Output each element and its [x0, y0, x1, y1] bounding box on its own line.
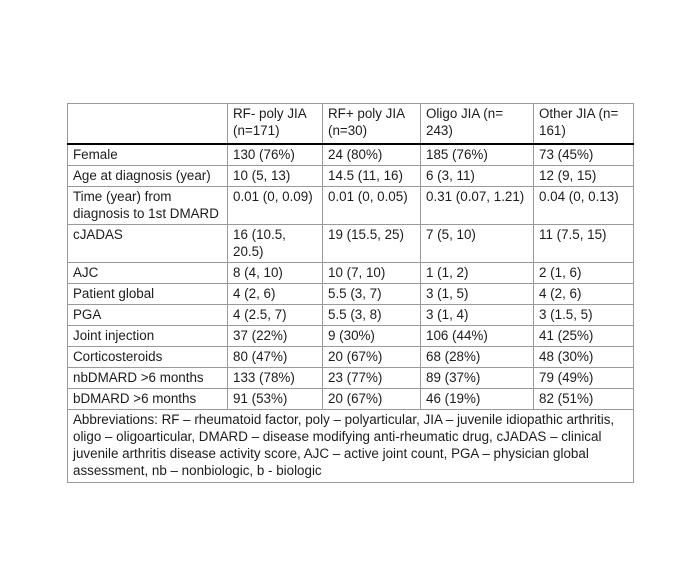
- cell-value: 1 (1, 2): [420, 262, 534, 284]
- table-row-corticosteroids: Corticosteroids 80 (47%) 20 (67%) 68 (28…: [67, 346, 634, 368]
- cell-value: 91 (53%): [227, 388, 323, 410]
- row-label: PGA: [67, 304, 228, 326]
- col-header-rf-pos-poly-jia: RF+ poly JIA (n=30): [322, 103, 421, 145]
- cell-value: 185 (76%): [420, 143, 534, 166]
- row-label: Age at diagnosis (year): [67, 165, 228, 187]
- row-label: Patient global: [67, 283, 228, 305]
- cell-value: 2 (1, 6): [533, 262, 634, 284]
- cell-value: 4 (2.5, 7): [227, 304, 323, 326]
- cell-value: 9 (30%): [322, 325, 421, 347]
- row-label: Joint injection: [67, 325, 228, 347]
- cell-value: 20 (67%): [322, 346, 421, 368]
- table-row-nbdmard: nbDMARD >6 months 133 (78%) 23 (77%) 89 …: [67, 367, 634, 389]
- cell-value: 0.04 (0, 0.13): [533, 186, 634, 225]
- row-label: bDMARD >6 months: [67, 388, 228, 410]
- cell-value: 79 (49%): [533, 367, 634, 389]
- cell-value: 14.5 (11, 16): [322, 165, 421, 187]
- cell-value: 0.31 (0.07, 1.21): [420, 186, 534, 225]
- col-header-oligo-jia: Oligo JIA (n= 243): [420, 103, 534, 145]
- cell-value: 20 (67%): [322, 388, 421, 410]
- row-label: Time (year) from diagnosis to 1st DMARD: [67, 186, 228, 225]
- col-header-other-jia: Other JIA (n= 161): [533, 103, 634, 145]
- table-row-abbreviations: Abbreviations: RF – rheumatoid factor, p…: [67, 409, 634, 483]
- cell-value: 89 (37%): [420, 367, 534, 389]
- table-row-joint-injection: Joint injection 37 (22%) 9 (30%) 106 (44…: [67, 325, 634, 347]
- cell-value: 23 (77%): [322, 367, 421, 389]
- cell-value: 80 (47%): [227, 346, 323, 368]
- cell-value: 4 (2, 6): [227, 283, 323, 305]
- row-label: AJC: [67, 262, 228, 284]
- table-row-cjadas: cJADAS 16 (10.5, 20.5) 19 (15.5, 25) 7 (…: [67, 224, 634, 263]
- cell-value: 6 (3, 11): [420, 165, 534, 187]
- row-label: cJADAS: [67, 224, 228, 263]
- cell-value: 106 (44%): [420, 325, 534, 347]
- cell-value: 3 (1.5, 5): [533, 304, 634, 326]
- cell-value: 68 (28%): [420, 346, 534, 368]
- cell-value: 8 (4, 10): [227, 262, 323, 284]
- cell-value: 11 (7.5, 15): [533, 224, 634, 263]
- row-label: nbDMARD >6 months: [67, 367, 228, 389]
- table-row-time-to-first-dmard: Time (year) from diagnosis to 1st DMARD …: [67, 186, 634, 225]
- cell-value: 5.5 (3, 7): [322, 283, 421, 305]
- cell-value: 46 (19%): [420, 388, 534, 410]
- cell-value: 3 (1, 5): [420, 283, 534, 305]
- corner-cell: [67, 103, 228, 145]
- cell-value: 3 (1, 4): [420, 304, 534, 326]
- cell-value: 133 (78%): [227, 367, 323, 389]
- cell-value: 37 (22%): [227, 325, 323, 347]
- jia-baseline-characteristics-table: RF- poly JIA (n=171) RF+ poly JIA (n=30)…: [67, 103, 634, 483]
- cell-value: 0.01 (0, 0.05): [322, 186, 421, 225]
- cell-value: 10 (5, 13): [227, 165, 323, 187]
- header-row: RF- poly JIA (n=171) RF+ poly JIA (n=30)…: [67, 103, 634, 145]
- cell-value: 16 (10.5, 20.5): [227, 224, 323, 263]
- table-row-patient-global: Patient global 4 (2, 6) 5.5 (3, 7) 3 (1,…: [67, 283, 634, 305]
- cell-value: 130 (76%): [227, 143, 323, 166]
- cell-value: 7 (5, 10): [420, 224, 534, 263]
- cell-value: 12 (9, 15): [533, 165, 634, 187]
- cell-value: 10 (7, 10): [322, 262, 421, 284]
- table-row-ajc: AJC 8 (4, 10) 10 (7, 10) 1 (1, 2) 2 (1, …: [67, 262, 634, 284]
- cell-value: 19 (15.5, 25): [322, 224, 421, 263]
- col-header-rf-neg-poly-jia: RF- poly JIA (n=171): [227, 103, 323, 145]
- abbreviations-footnote: Abbreviations: RF – rheumatoid factor, p…: [67, 409, 634, 483]
- cell-value: 0.01 (0, 0.09): [227, 186, 323, 225]
- row-label: Female: [67, 143, 228, 166]
- row-label: Corticosteroids: [67, 346, 228, 368]
- cell-value: 48 (30%): [533, 346, 634, 368]
- table-row-female: Female 130 (76%) 24 (80%) 185 (76%) 73 (…: [67, 143, 634, 166]
- cell-value: 24 (80%): [322, 143, 421, 166]
- cell-value: 4 (2, 6): [533, 283, 634, 305]
- table-row-bdmard: bDMARD >6 months 91 (53%) 20 (67%) 46 (1…: [67, 388, 634, 410]
- cell-value: 5.5 (3, 8): [322, 304, 421, 326]
- cell-value: 82 (51%): [533, 388, 634, 410]
- table-row-pga: PGA 4 (2.5, 7) 5.5 (3, 8) 3 (1, 4) 3 (1.…: [67, 304, 634, 326]
- cell-value: 41 (25%): [533, 325, 634, 347]
- cell-value: 73 (45%): [533, 143, 634, 166]
- table-row-age-at-diagnosis: Age at diagnosis (year) 10 (5, 13) 14.5 …: [67, 165, 634, 187]
